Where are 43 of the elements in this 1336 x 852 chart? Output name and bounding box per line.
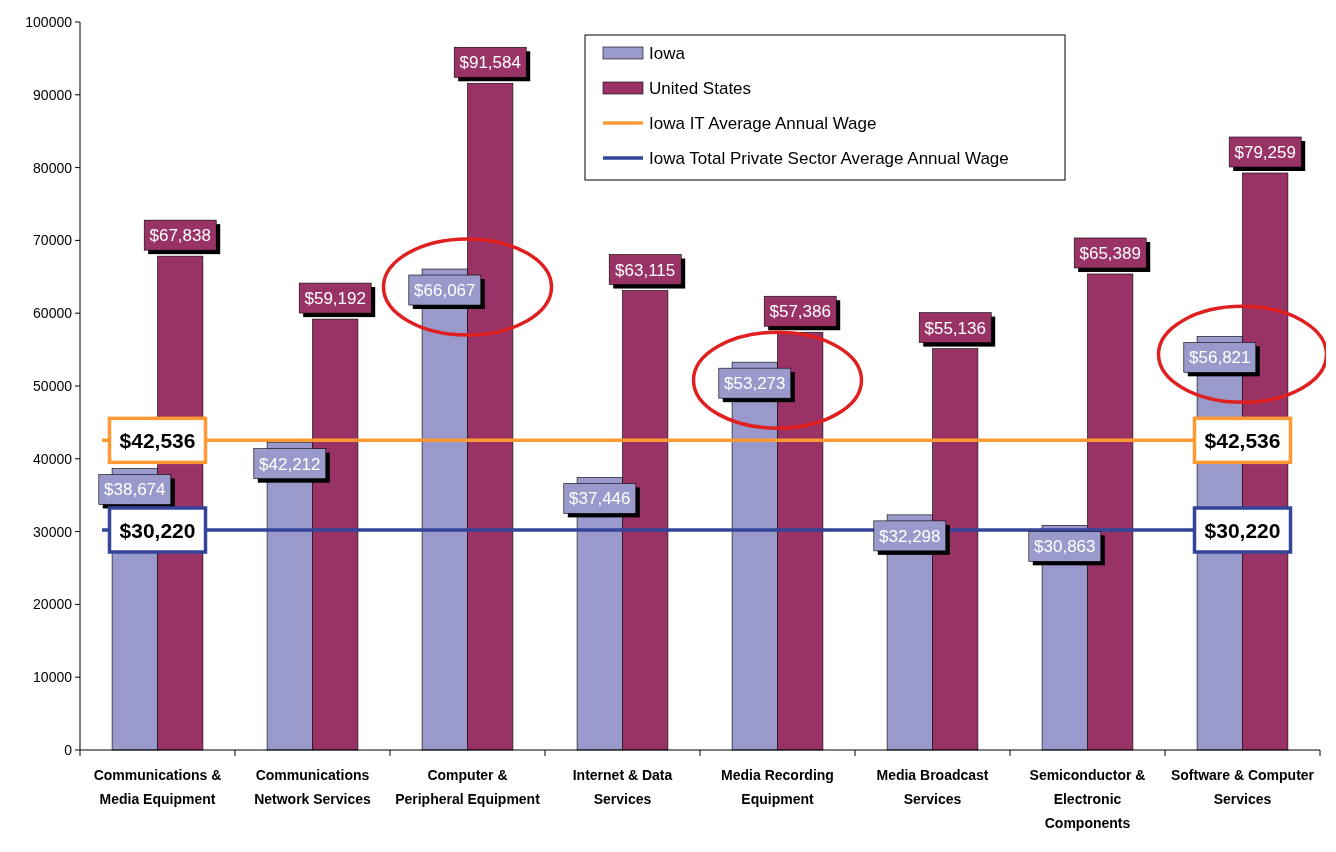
data-label: $57,386 xyxy=(769,302,831,322)
legend-label: Iowa Total Private Sector Average Annual Wage xyxy=(649,149,1009,168)
y-tick-label: 50000 xyxy=(33,378,73,394)
data-label: $55,136 xyxy=(924,318,986,338)
y-tick-label: 30000 xyxy=(33,523,73,540)
y-tick-label: 80000 xyxy=(33,159,73,176)
data-label: $56,821 xyxy=(1189,348,1251,368)
data-label: $79,259 xyxy=(1234,142,1296,162)
x-tick-label: Communications & Media Equipment xyxy=(93,767,222,807)
y-tick-label: 0 xyxy=(64,742,73,758)
data-label: $59,192 xyxy=(304,289,366,309)
legend-label: United States xyxy=(649,79,752,98)
data-label: $32,298 xyxy=(879,526,941,546)
data-label: $67,838 xyxy=(149,226,211,246)
annotation: $30,220 xyxy=(119,519,196,542)
x-tick-label: Software & Computer Services xyxy=(1170,767,1315,807)
data-label: $91,584 xyxy=(459,53,521,73)
data-label: $63,115 xyxy=(615,260,676,280)
x-tick-label: Semiconductor & Electronic Components xyxy=(1029,767,1146,831)
x-tick-label: Media Recording Equipment xyxy=(721,767,834,807)
x-tick-label: Media Broadcast Services xyxy=(876,767,989,807)
legend-label: Iowa xyxy=(649,44,686,63)
y-tick-label: 90000 xyxy=(33,86,73,103)
y-tick-label: 10000 xyxy=(33,669,73,686)
annotation: $42,536 xyxy=(119,429,196,453)
data-label: $38,674 xyxy=(104,480,166,500)
y-tick-label: 70000 xyxy=(33,232,73,249)
y-tick-label: 20000 xyxy=(33,596,73,613)
x-tick-label: Computer & Peripheral Equipment xyxy=(395,767,541,807)
data-label: $66,067 xyxy=(414,281,476,301)
x-tick-label: Communications Network Services xyxy=(254,767,372,807)
y-tick-label: 60000 xyxy=(33,305,73,322)
data-label: $53,273 xyxy=(724,374,786,394)
legend-label: Iowa IT Average Annual Wage xyxy=(649,114,877,133)
data-label: $30,863 xyxy=(1034,537,1096,557)
x-tick-label: Internet & Data Services xyxy=(572,767,673,807)
data-label: $42,212 xyxy=(259,454,321,474)
data-label: $37,446 xyxy=(569,489,631,509)
data-label: $65,389 xyxy=(1079,243,1141,263)
annotation: $30,220 xyxy=(1204,519,1281,542)
y-tick-label: 40000 xyxy=(33,450,73,467)
y-tick-label: 100000 xyxy=(25,14,73,30)
annotation: $42,536 xyxy=(1204,429,1281,453)
